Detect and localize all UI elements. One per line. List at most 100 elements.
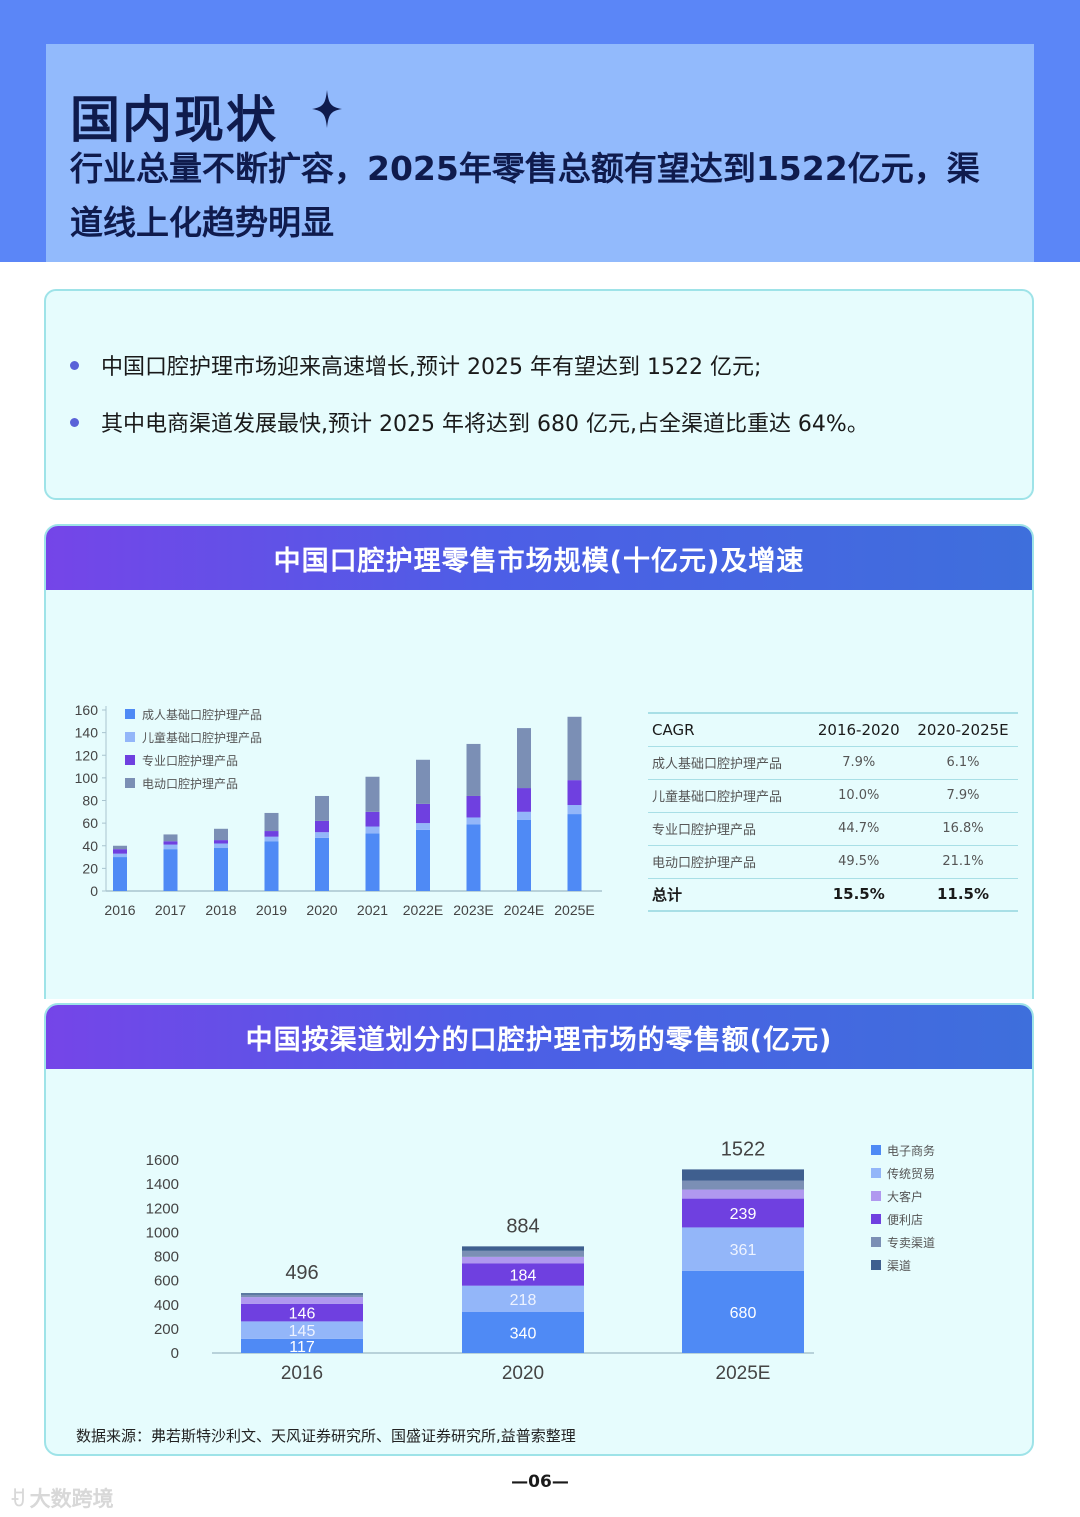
y-tick-label: 20 xyxy=(82,860,98,876)
cagr-header: 2020-2025E xyxy=(908,712,1018,747)
cagr-cell: 10.0% xyxy=(809,779,909,813)
x-tick-label: 2016 xyxy=(281,1363,323,1384)
x-tick-label: 2020 xyxy=(502,1363,544,1384)
x-tick-label: 2016 xyxy=(104,902,135,918)
bar-segment xyxy=(462,1285,584,1312)
segment-value-label: 340 xyxy=(510,1325,537,1342)
segment-value-label: 145 xyxy=(289,1323,316,1340)
market-size-panel: 中国口腔护理零售市场规模(十亿元)及增速 0 20 40 60 80 100 120 140 1… xyxy=(44,524,1034,999)
cagr-cell: 7.9% xyxy=(809,746,909,780)
y-tick-label: 120 xyxy=(75,747,99,763)
bar-segment xyxy=(682,1189,804,1199)
segment-value-label: 146 xyxy=(289,1306,316,1323)
segment-value-label: 239 xyxy=(730,1206,757,1223)
y-tick-label: 600 xyxy=(154,1273,179,1290)
y-tick-label: 1000 xyxy=(146,1224,179,1241)
legend-label: 大客户 xyxy=(887,1189,923,1204)
watermark: ꀀ 大数跨境 xyxy=(10,1483,114,1513)
cagr-header: CAGR xyxy=(648,712,810,747)
bar-segment xyxy=(365,826,380,834)
bar-segment xyxy=(241,1303,363,1322)
bar-segment xyxy=(462,1256,584,1264)
cagr-header: 2016-2020 xyxy=(809,712,909,747)
legend-swatch xyxy=(871,1214,881,1224)
page-title: 国内现状 xyxy=(70,91,278,149)
bar-segment xyxy=(517,819,531,891)
watermark-logo-icon: ꀀ xyxy=(10,1487,26,1511)
legend-swatch xyxy=(871,1237,881,1247)
bar-segment xyxy=(567,805,582,815)
bar-segment xyxy=(466,824,481,891)
bar-segment xyxy=(264,836,279,842)
y-tick-label: 400 xyxy=(154,1297,179,1314)
bar-segment xyxy=(241,1338,363,1353)
sparkle-icon xyxy=(312,90,342,128)
y-tick-label: 0 xyxy=(171,1345,179,1362)
x-tick-label: 2021 xyxy=(357,902,388,918)
legend-swatch xyxy=(871,1191,881,1201)
bar-segment xyxy=(365,776,380,812)
cagr-row: 电动口腔护理产品 49.5% 21.1% xyxy=(648,845,1018,879)
bar-segment xyxy=(113,853,127,858)
bar-segment xyxy=(264,831,279,837)
bar-segment xyxy=(466,817,481,825)
page-number: —06— xyxy=(511,1472,569,1492)
bar-segment xyxy=(462,1263,584,1286)
bar-segment xyxy=(214,843,228,849)
y-tick-label: 1200 xyxy=(146,1200,179,1217)
bar-segment xyxy=(264,812,279,832)
bar-total-label: 884 xyxy=(506,1215,539,1237)
panel-title: 中国按渠道划分的口腔护理市场的零售额(亿元) xyxy=(46,1005,1032,1069)
y-tick-label: 40 xyxy=(82,838,98,854)
legend-swatch xyxy=(125,709,135,719)
bar-segment xyxy=(416,823,430,830)
y-tick-label: 100 xyxy=(75,770,99,786)
bar-segment xyxy=(214,848,228,891)
page-subtitle: 行业总量不断扩容，2025年零售总额有望达到1522亿元，渠道线上化趋势明显 xyxy=(70,149,980,242)
bar-segment xyxy=(462,1250,584,1257)
y-tick-label: 60 xyxy=(82,815,98,831)
y-tick-label: 1600 xyxy=(146,1152,179,1169)
cagr-cell: 6.1% xyxy=(908,746,1018,780)
bar-segment xyxy=(163,844,178,850)
bullet-text: 其中电商渠道发展最快,预计 2025 年将达到 680 亿元,占全渠道比重达 6… xyxy=(101,412,869,437)
bar-segment xyxy=(682,1180,804,1190)
bar-segment xyxy=(113,857,127,891)
legend-label: 电子商务 xyxy=(887,1143,935,1158)
cagr-cell: 11.5% xyxy=(908,878,1018,912)
cagr-table: CAGR 2016-2020 2020-2025E 成人基础口腔护理产品 7.9… xyxy=(648,712,1018,912)
bar-total-label: 496 xyxy=(285,1262,318,1284)
bar-segment xyxy=(466,795,481,818)
cagr-cell: 总计 xyxy=(648,878,810,912)
x-tick-label: 2023E xyxy=(453,902,493,918)
panel-title: 中国口腔护理零售市场规模(十亿元)及增速 xyxy=(46,526,1032,590)
channel-sales-panel: 中国按渠道划分的口腔护理市场的零售额(亿元) 0 200 400 600 800 1000… xyxy=(44,1003,1034,1456)
bar-segment xyxy=(163,834,178,842)
y-tick-label: 140 xyxy=(75,725,99,741)
bar-segment xyxy=(241,1294,363,1298)
bar-segment xyxy=(315,820,329,833)
x-tick-label: 2019 xyxy=(256,902,287,918)
legend-label: 渠道 xyxy=(887,1259,911,1273)
cagr-row: 儿童基础口腔护理产品 10.0% 7.9% xyxy=(648,779,1018,813)
y-tick-label: 800 xyxy=(154,1249,179,1266)
cagr-header-row: CAGR 2016-2020 2020-2025E xyxy=(648,712,1018,747)
y-tick-label: 200 xyxy=(154,1321,179,1338)
bar-segment xyxy=(264,841,279,891)
watermark-text: 大数跨境 xyxy=(29,1487,114,1511)
cagr-cell: 专业口腔护理产品 xyxy=(648,812,810,846)
x-tick-label: 2022E xyxy=(403,902,443,918)
title-card: 国内现状 行业总量不断扩容，2025年零售总额有望达到1522亿元，渠道线上化趋… xyxy=(46,40,1034,262)
bar-segment xyxy=(365,811,380,827)
cagr-cell: 44.7% xyxy=(809,812,909,846)
x-tick-label: 2017 xyxy=(155,902,186,918)
segment-value-label: 680 xyxy=(730,1305,757,1322)
legend-label: 专卖渠道 xyxy=(887,1235,935,1250)
bar-segment xyxy=(113,845,127,850)
legend-swatch xyxy=(125,778,135,788)
legend-label: 成人基础口腔护理产品 xyxy=(142,707,262,722)
bar-segment xyxy=(113,849,127,854)
bar-segment xyxy=(567,780,582,806)
cagr-cell: 电动口腔护理产品 xyxy=(648,845,810,879)
